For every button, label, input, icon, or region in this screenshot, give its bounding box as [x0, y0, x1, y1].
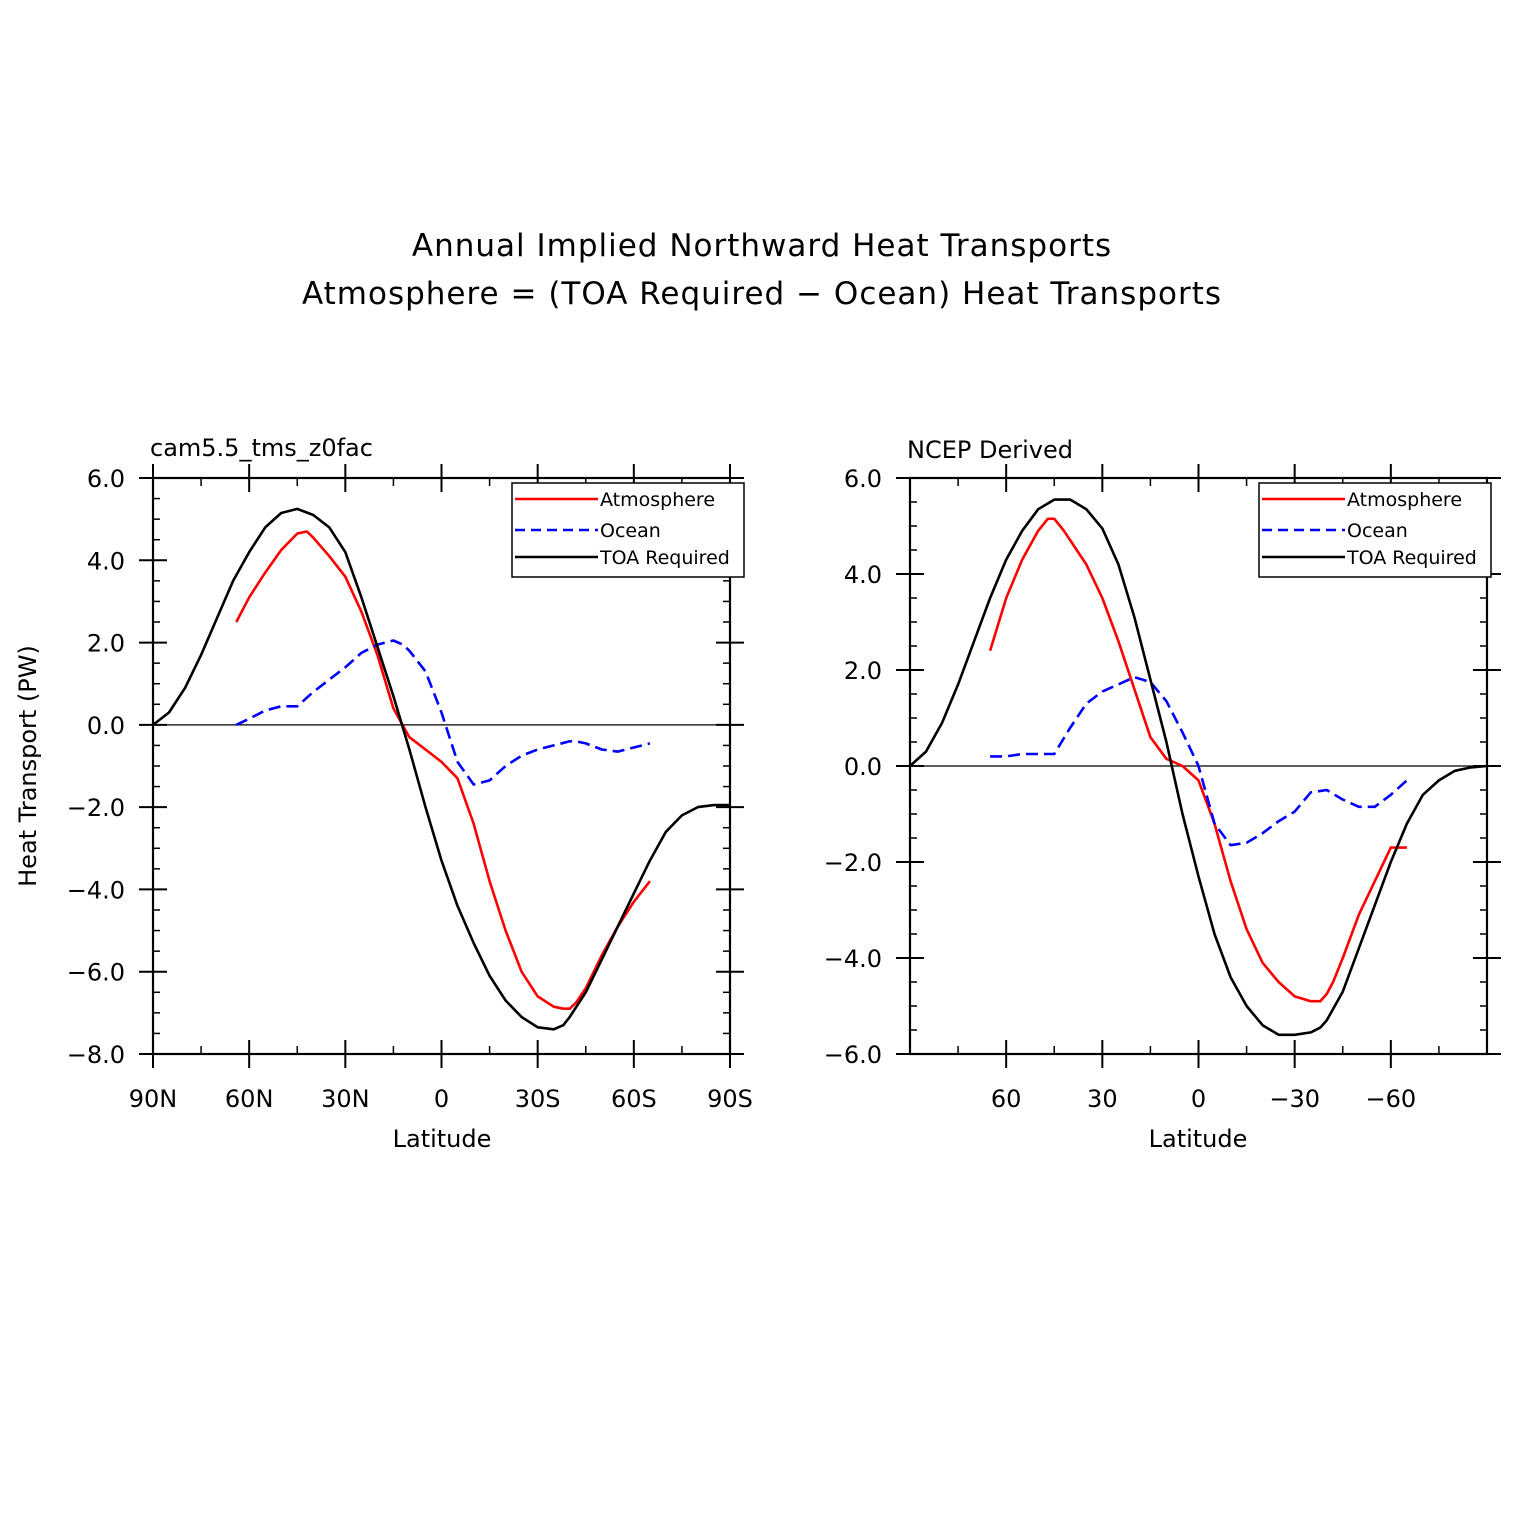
panel-right-title: NCEP Derived [907, 436, 1073, 464]
panel-left-y-tick-label: −6.0 [67, 959, 125, 987]
panel-left-x-tick-label: 30N [321, 1085, 370, 1113]
panel-left-y-tick-label: 0.0 [87, 712, 125, 740]
panel-right-x-tick-label: 60 [991, 1085, 1022, 1113]
panel-right-y-tick-label: 2.0 [844, 657, 882, 685]
panel-right-x-axis-label: Latitude [1149, 1125, 1248, 1153]
panel-right-legend-atmosphere-label: Atmosphere [1347, 489, 1462, 511]
panel-left-series-toa-required-line [152, 507, 730, 1031]
panel-left-x-tick-label: 0 [434, 1085, 449, 1113]
panel-left-plot-frame [151, 476, 732, 1056]
panel-right-y-tick-label: −2.0 [824, 849, 882, 877]
panel-right-x-tick-label: −60 [1366, 1085, 1417, 1113]
panel-right-plot-frame [908, 476, 1489, 1056]
panel-left-y-tick-label: 4.0 [87, 547, 125, 575]
panel-left-x-axis-label: Latitude [393, 1125, 492, 1153]
panel-left-series-ocean-line [235, 639, 651, 786]
panel-left-x-tick-label: 30S [515, 1085, 561, 1113]
panel-right-legend-toa-label: TOA Required [1346, 547, 1477, 569]
panel-right-y-tick-label: 4.0 [844, 561, 882, 589]
figure-title-line-2: Atmosphere = (TOA Required − Ocean) Heat… [302, 276, 1222, 312]
figure-title-line-1: Annual Implied Northward Heat Transports [412, 228, 1112, 264]
panel-left-legend: Atmosphere Ocean TOA Required [511, 482, 745, 578]
panel-left-x-tick-label: 90S [707, 1085, 753, 1113]
panel-left-x-tick-label: 90N [129, 1085, 178, 1113]
panel-right-axes: 6.0 4.0 2.0 0.0 −2.0 −4.0 −6.0 60 30 0 −30 −60 [824, 464, 1501, 1113]
panel-right-x-tick-label: −30 [1269, 1085, 1320, 1113]
panel-right-x-tick-label: 30 [1087, 1085, 1118, 1113]
panel-right-x-tick-label: 0 [1191, 1085, 1206, 1113]
panel-right-series-atmosphere-line [988, 517, 1407, 1003]
panel-left-legend-ocean-label: Ocean [600, 520, 661, 542]
panel-left-legend-toa-label: TOA Required [599, 547, 730, 569]
panel-left-x-tick-label: 60N [225, 1085, 274, 1113]
panel-left-x-tick-label: 60S [611, 1085, 657, 1113]
panel-right-y-tick-label: −4.0 [824, 945, 882, 973]
panel-right-y-tick-label: −6.0 [824, 1041, 882, 1069]
panel-left-y-tick-label: 6.0 [87, 465, 125, 493]
panel-right-legend: Atmosphere Ocean TOA Required [1258, 482, 1492, 578]
panel-left-cam: cam5.5_tms_z0fac Heat Transport (PW) Lat… [14, 434, 753, 1153]
panel-right-y-tick-label: 0.0 [844, 753, 882, 781]
panel-left-y-tick-label: 2.0 [87, 630, 125, 658]
panel-right-series-ocean-line [990, 675, 1408, 847]
panel-left-y-tick-label: −4.0 [67, 876, 125, 904]
panel-right-ncep: NCEP Derived Latitude 6.0 4.0 2.0 0.0 −2.0 −4… [824, 436, 1501, 1153]
panel-right-legend-ocean-label: Ocean [1347, 520, 1408, 542]
panel-right-y-tick-label: 6.0 [844, 465, 882, 493]
panel-left-series-atmosphere-line [235, 530, 651, 1011]
panel-left-y-tick-label: −8.0 [67, 1041, 125, 1069]
panel-right-series-toa-required-line [909, 498, 1488, 1037]
panel-left-y-axis-label: Heat Transport (PW) [14, 645, 42, 887]
panel-left-legend-atmosphere-label: Atmosphere [600, 489, 715, 511]
panel-left-y-tick-label: −2.0 [67, 794, 125, 822]
panel-left-title: cam5.5_tms_z0fac [150, 434, 373, 462]
